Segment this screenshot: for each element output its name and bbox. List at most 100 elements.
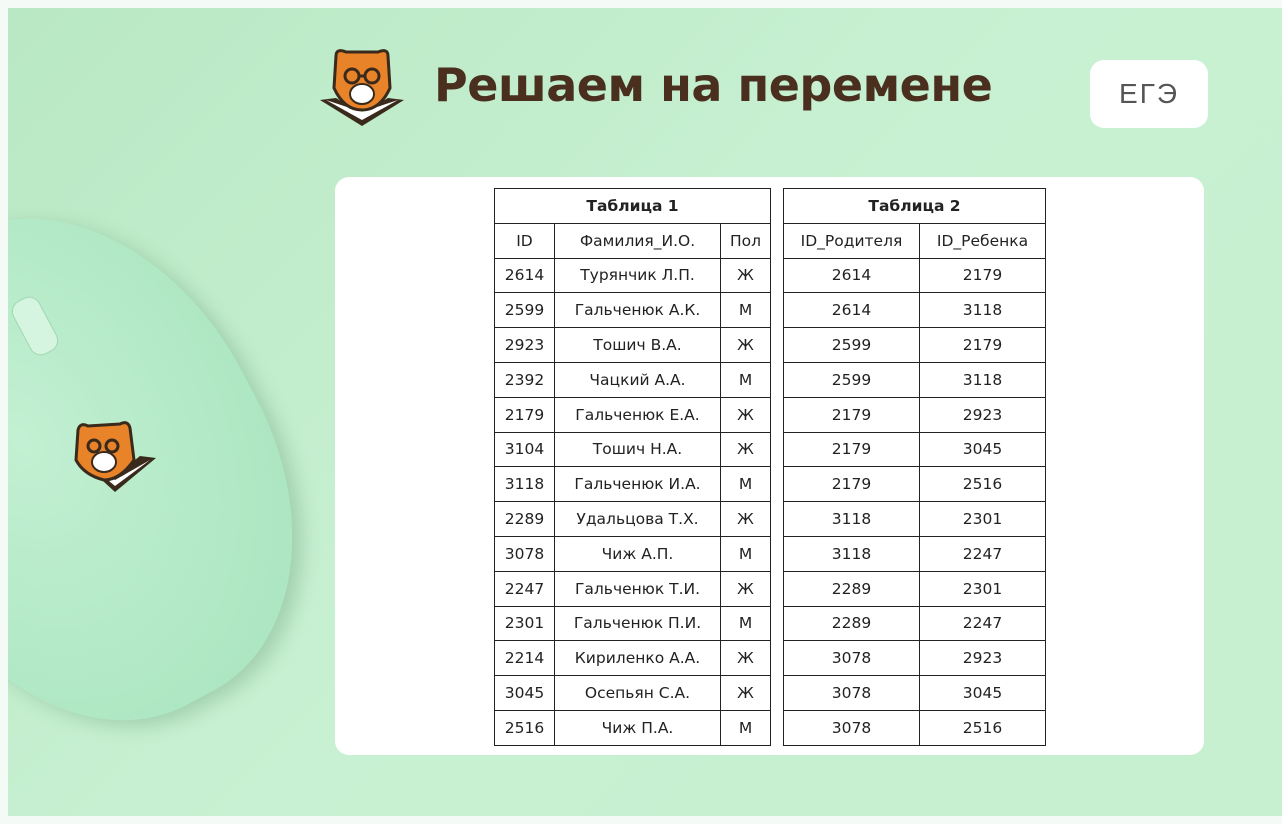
table-cell: Тошич В.А. (554, 327, 721, 363)
table-cell: 2599 (783, 361, 920, 398)
column-header: Фамилия_И.О. (554, 222, 721, 259)
table-2: Таблица 2 ID_Родителя ID_Ребенка 2614 217… (783, 188, 1046, 746)
table-cell: Ж (720, 675, 771, 711)
table-cell: Чиж А.П. (554, 535, 721, 572)
table-cell: Кириленко А.А. (554, 640, 721, 677)
table-1: Таблица 1 ID Фамилия_И.О. Пол 2614 Турянч… (494, 188, 771, 746)
table-cell: 2289 (494, 501, 555, 537)
table-cell: М (720, 605, 771, 642)
bear-logo-icon (320, 49, 404, 126)
table-cell: 3118 (783, 501, 920, 537)
table-cell: 2247 (919, 605, 1046, 642)
table-cell: 2179 (919, 257, 1046, 294)
table-row: 3118 2247 (783, 535, 1046, 572)
table-cell: 2179 (919, 327, 1046, 363)
table-cell: Ж (720, 431, 771, 468)
table-cell: 3045 (919, 431, 1046, 468)
table-cell: Гальченюк Е.А. (554, 396, 721, 433)
table-row: 2599 2179 (783, 327, 1046, 363)
table-row: 2392 Чацкий А.А. М (494, 361, 771, 398)
table-row: 2923 Тошич В.А. Ж (494, 327, 771, 363)
computer-mouse-decoration (8, 149, 368, 787)
table-cell: 2214 (494, 640, 555, 677)
table-cell: 2516 (919, 466, 1046, 503)
table-cell: 2179 (783, 431, 920, 468)
table-cell: Тошич Н.А. (554, 431, 721, 468)
table-cell: 2301 (494, 605, 555, 642)
table-row: 2614 Турянчик Л.П. Ж (494, 257, 771, 294)
table-row: 3118 Гальченюк И.А. М (494, 466, 771, 503)
table-title: Таблица 2 (783, 188, 1046, 224)
table-row: 2179 Гальченюк Е.А. Ж (494, 396, 771, 433)
table-cell: 2289 (783, 570, 920, 607)
table-cell: 2301 (919, 570, 1046, 607)
column-header: ID_Ребенка (919, 222, 1046, 259)
table-cell: Турянчик Л.П. (554, 257, 721, 294)
table-cell: М (720, 466, 771, 503)
table-cell: Гальченюк Т.И. (554, 570, 721, 607)
bear-logo-icon (74, 421, 156, 492)
table-row: 3078 2923 (783, 640, 1046, 677)
table-row: 2289 2301 (783, 570, 1046, 607)
table-cell: 2923 (919, 640, 1046, 677)
table-cell: М (720, 361, 771, 398)
table-cell: 2923 (494, 327, 555, 363)
table-cell: 2247 (494, 570, 555, 607)
table-cell: Ж (720, 396, 771, 433)
table-cell: 2289 (783, 605, 920, 642)
table-cell: М (720, 535, 771, 572)
table-cell: Ж (720, 327, 771, 363)
table-cell: Ж (720, 257, 771, 294)
table-row: 2179 2923 (783, 396, 1046, 433)
table-cell: 3118 (919, 292, 1046, 329)
table-cell: 3078 (494, 535, 555, 572)
table-row: 2179 2516 (783, 466, 1046, 503)
page-title: Решаем на перемене (434, 58, 993, 112)
table-cell: 3118 (783, 535, 920, 572)
table-cell: 2179 (783, 466, 920, 503)
table-cell: Ж (720, 501, 771, 537)
table-cell: 2179 (783, 396, 920, 433)
table-row: 3118 2301 (783, 501, 1046, 537)
table-cell: 2614 (783, 257, 920, 294)
table-row: 2289 Удальцова Т.Х. Ж (494, 501, 771, 537)
table-row: 2614 2179 (783, 257, 1046, 294)
table-row: 2301 Гальченюк П.И. М (494, 605, 771, 642)
column-header: Пол (720, 222, 771, 259)
table-row: 3045 Осепьян С.А. Ж (494, 675, 771, 711)
table-row: 3104 Тошич Н.А. Ж (494, 431, 771, 468)
table-cell: 3104 (494, 431, 555, 468)
table-cell: 2247 (919, 535, 1046, 572)
table-cell: Чацкий А.А. (554, 361, 721, 398)
column-header: ID (494, 222, 555, 259)
table-cell: М (720, 292, 771, 329)
table-row: 2599 Гальченюк А.К. М (494, 292, 771, 329)
table-cell: 3078 (783, 640, 920, 677)
table-cell: Чиж П.А. (554, 709, 721, 746)
table-cell: Ж (720, 570, 771, 607)
table-row: 2247 Гальченюк Т.И. Ж (494, 570, 771, 607)
table-cell: 2392 (494, 361, 555, 398)
table-cell: Ж (720, 640, 771, 677)
table-cell: Удальцова Т.Х. (554, 501, 721, 537)
table-row: 2614 3118 (783, 292, 1046, 329)
table-cell: 2516 (494, 709, 555, 746)
table-cell: Гальченюк П.И. (554, 605, 721, 642)
table-cell: 2179 (494, 396, 555, 433)
table-cell: 2599 (783, 327, 920, 363)
table-row: 2289 2247 (783, 605, 1046, 642)
exam-badge-button[interactable]: ЕГЭ (1090, 60, 1208, 128)
table-cell: 3045 (494, 675, 555, 711)
table-cell: 3045 (919, 675, 1046, 711)
table-row: 2214 Кириленко А.А. Ж (494, 640, 771, 677)
table-cell: 2923 (919, 396, 1046, 433)
table-row: 3078 Чиж А.П. М (494, 535, 771, 572)
table-cell: 2614 (494, 257, 555, 294)
table-cell: 3118 (919, 361, 1046, 398)
table-cell: 3078 (783, 675, 920, 711)
table-cell: 2599 (494, 292, 555, 329)
column-header: ID_Родителя (783, 222, 920, 259)
table-cell: 2614 (783, 292, 920, 329)
table-row: 2179 3045 (783, 431, 1046, 468)
table-row: 2599 3118 (783, 361, 1046, 398)
